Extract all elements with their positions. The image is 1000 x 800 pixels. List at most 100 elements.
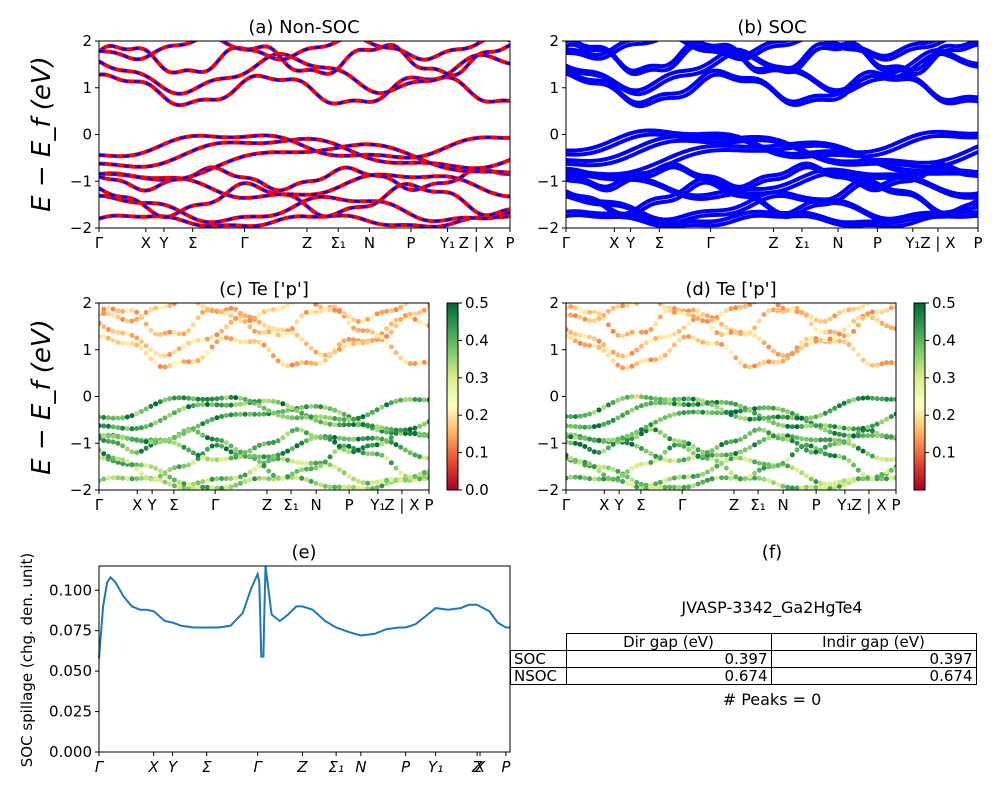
c-weight-point [417, 454, 423, 460]
c-weight-point [322, 306, 328, 312]
d-weight-point [657, 314, 663, 320]
c-weight-point [407, 426, 413, 432]
d-weight-point [591, 464, 597, 470]
c-weight-point [247, 324, 253, 330]
c-ytick-label: −2 [70, 481, 92, 499]
c-weight-point [360, 436, 366, 442]
c-weight-point [280, 409, 286, 414]
c-weight-point [346, 436, 352, 442]
d-weight-point [860, 472, 866, 478]
c-weight-point [384, 333, 390, 339]
c-weight-point [176, 407, 182, 413]
d-weight-point [846, 433, 852, 439]
d-weight-point [761, 405, 767, 411]
d-weight-point [893, 360, 896, 366]
c-weight-point [369, 442, 375, 448]
c-xtick-label: P [345, 496, 354, 514]
c-weight-point [181, 359, 187, 365]
d-weight-point [610, 400, 616, 405]
d-weight-point [714, 463, 720, 469]
c-weight-point [280, 413, 286, 419]
d-weight-point [610, 305, 616, 311]
c-weight-point [393, 427, 399, 433]
c-weight-point [388, 400, 394, 406]
c-weight-point [393, 442, 399, 448]
c-weight-point [176, 346, 182, 352]
d-ytick-label: 2 [549, 294, 559, 312]
c-weight-point [369, 435, 375, 441]
c-weight-point [228, 443, 234, 449]
d-weight-point [568, 423, 574, 429]
d-weight-point [601, 437, 607, 443]
d-weight-point [733, 414, 739, 419]
d-weight-point [799, 310, 805, 316]
d-weight-point [865, 395, 871, 401]
c-weight-point [195, 358, 201, 364]
d-weight-point [832, 485, 838, 490]
c-weight-point [275, 456, 281, 462]
c-weight-point [157, 305, 163, 310]
d-weight-point [803, 436, 809, 442]
a-xtick-label: Γ [240, 234, 249, 252]
d-weight-point [605, 308, 611, 314]
d-weight-point [648, 460, 654, 465]
d-weight-point [728, 349, 734, 355]
d-weight-point [766, 430, 772, 436]
d-weight-point [737, 403, 743, 409]
c-weight-point [280, 435, 286, 441]
c-weight-point [167, 303, 173, 309]
d-weight-point [884, 433, 890, 439]
d-weight-point [813, 317, 819, 323]
d-weight-point [686, 312, 692, 317]
c-weight-point [355, 478, 361, 484]
c-weight-point [369, 409, 375, 415]
c-weight-point [214, 332, 220, 338]
c-weight-point [233, 447, 239, 452]
c-weight-point [167, 412, 173, 418]
c-weight-point [120, 316, 126, 322]
c-weight-point [332, 416, 338, 421]
c-weight-point [412, 311, 418, 317]
d-weight-point [836, 310, 842, 316]
d-weight-point [747, 416, 753, 422]
c-weight-point [402, 303, 408, 307]
d-weight-point [667, 413, 673, 419]
d-weight-point [879, 471, 885, 477]
c-weight-point [421, 421, 427, 427]
c-weight-point [148, 464, 154, 470]
d-weight-point [704, 477, 710, 483]
c-weight-point [341, 470, 347, 476]
c-weight-point [153, 476, 159, 481]
c-weight-point [332, 484, 338, 490]
c-weight-point [171, 435, 177, 441]
d-weight-point [841, 425, 847, 431]
d-weight-point [577, 424, 583, 430]
d-weight-point [704, 400, 710, 406]
d-weight-point [756, 467, 762, 473]
d-weight-point [789, 452, 795, 458]
c-weight-point [143, 350, 149, 356]
c-weight-point [355, 422, 361, 428]
d-weight-point [728, 412, 734, 418]
d-weight-point [601, 348, 607, 353]
d-weight-point [818, 485, 824, 490]
c-weight-point [195, 315, 201, 321]
d-weight-point [785, 484, 791, 490]
c-weight-point [341, 411, 347, 417]
d-weight-point [851, 318, 857, 324]
d-weight-point [624, 353, 630, 359]
c-weight-point [341, 344, 347, 350]
d-weight-point [582, 444, 588, 449]
c-weight-point [214, 437, 220, 443]
d-weight-point [624, 303, 630, 309]
d-weight-point [566, 423, 569, 429]
d-weight-point [818, 319, 824, 325]
header-indir-gap: Indir gap (eV) [770, 633, 977, 651]
c-weight-point [195, 429, 201, 435]
c-weight-point [247, 314, 253, 320]
c-weight-point [256, 339, 262, 345]
d-weight-point [568, 434, 574, 440]
c-weight-point [280, 456, 286, 462]
d-weight-point [818, 423, 824, 428]
d-weight-point [733, 438, 739, 444]
